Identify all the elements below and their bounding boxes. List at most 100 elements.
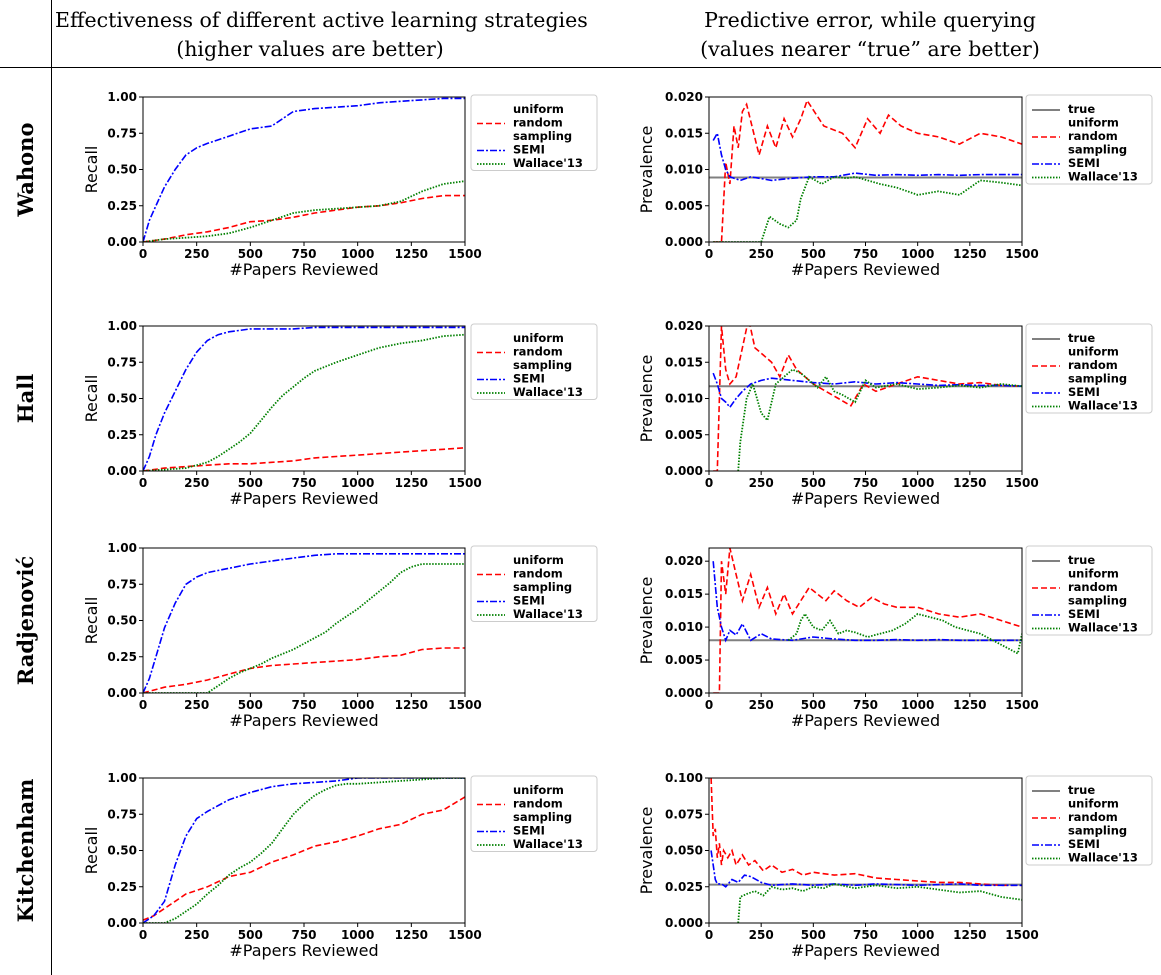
row-label: Hall	[13, 374, 38, 423]
series-line-semi	[712, 372, 1022, 409]
x-axis-label: #Papers Reviewed	[229, 711, 378, 730]
x-tick-label: 1250	[953, 247, 986, 261]
x-tick-label: 1250	[395, 247, 428, 261]
y-tick-label: 0.00	[107, 235, 137, 249]
legend-label: sampling	[1068, 143, 1127, 157]
x-axis-label: #Papers Reviewed	[229, 260, 378, 279]
y-tick-label: 1.00	[107, 319, 137, 333]
y-tick-label: 0.25	[107, 650, 137, 664]
x-tick-label: 1250	[395, 698, 428, 712]
y-tick-label: 1.00	[107, 771, 137, 785]
x-axis-label: #Papers Reviewed	[791, 260, 940, 279]
plot-frame	[142, 547, 466, 694]
y-tick-label: 0.050	[665, 844, 703, 858]
y-tick-label: 0.50	[107, 392, 137, 406]
vertical-divider	[51, 0, 52, 975]
legend-label: Wallace'13	[1068, 621, 1138, 635]
x-tick-label: 1500	[1005, 476, 1038, 490]
x-tick-label: 750	[291, 928, 316, 942]
plot-frame	[142, 96, 466, 243]
x-tick-label: 1000	[901, 928, 934, 942]
legend-label: SEMI	[1068, 837, 1100, 851]
plot-frame	[708, 547, 1023, 694]
legend-label: SEMI	[1068, 156, 1100, 170]
x-tick-label: 500	[238, 247, 263, 261]
y-axis-label: Recall	[82, 146, 101, 194]
x-tick-label: 250	[184, 476, 209, 490]
x-tick-label: 1500	[1005, 928, 1038, 942]
y-tick-label: 0.075	[665, 807, 703, 821]
legend-label: random	[1068, 810, 1118, 824]
series-line-semi	[143, 97, 465, 242]
y-tick-label: 0.25	[107, 428, 137, 442]
legend-label: SEMI	[1068, 607, 1100, 621]
legend-label: SEMI	[513, 594, 545, 608]
series-line-uniform-random-sampling	[143, 647, 465, 693]
x-tick-label: 750	[853, 247, 878, 261]
y-tick-label: 0.00	[107, 464, 137, 478]
series-line-semi	[712, 561, 1022, 643]
x-tick-label: 0	[139, 928, 147, 942]
left-column-header: Effectiveness of different active learni…	[55, 6, 588, 64]
x-tick-label: 500	[801, 247, 826, 261]
y-tick-label: 0.005	[665, 199, 703, 213]
prevalence-chart-2: 0 250 500 750 1000 1250 1500 0.000 0.005 0.010 0.0…	[637, 545, 1153, 730]
y-tick-label: 0.00	[107, 686, 137, 700]
x-tick-label: 1000	[341, 247, 374, 261]
series-line-wallace-13	[143, 563, 465, 693]
legend-label: random	[513, 116, 563, 130]
prevalence-chart-3: 0 250 500 750 1000 1250 1500 0.000 0.025 0.050 0.0…	[637, 771, 1153, 960]
y-tick-label: 0.025	[665, 880, 703, 894]
x-axis-label: #Papers Reviewed	[791, 489, 940, 508]
legend-label: Wallace'13	[513, 607, 583, 621]
legend-label: random	[513, 345, 563, 359]
right-header-line-2: (values nearer “true” are better)	[700, 37, 1040, 61]
series-line-wallace-13	[143, 180, 465, 242]
y-axis-label: Recall	[82, 375, 101, 423]
plot-frame	[708, 777, 1023, 924]
legend-label: SEMI	[1068, 385, 1100, 399]
recall-chart-0: 0 250 500 750 1000 1250 1500 0.00 0.25 0.50 0.75 1.…	[82, 90, 598, 279]
x-tick-label: 250	[749, 928, 774, 942]
row-label: Wahono	[13, 123, 38, 218]
x-tick-label: 1000	[901, 698, 934, 712]
series-line-semi	[143, 552, 465, 693]
y-tick-label: 0.005	[665, 653, 703, 667]
legend-label: random	[513, 797, 563, 811]
x-axis-label: #Papers Reviewed	[791, 711, 940, 730]
x-axis-label: #Papers Reviewed	[229, 941, 378, 960]
y-tick-label: 0.50	[107, 844, 137, 858]
y-axis-label: Prevalence	[637, 126, 656, 214]
legend-label: uniform	[1068, 116, 1119, 130]
y-tick-label: 0.75	[107, 807, 137, 821]
y-tick-label: 0.020	[665, 319, 703, 333]
legend-label: sampling	[513, 580, 572, 594]
x-tick-label: 250	[184, 698, 209, 712]
y-axis-label: Recall	[82, 597, 101, 645]
y-axis-label: Prevalence	[637, 577, 656, 665]
y-tick-label: 0.100	[665, 771, 703, 785]
series-line-uniform-random-sampling	[713, 98, 1022, 242]
x-tick-label: 0	[705, 476, 713, 490]
legend-label: sampling	[513, 358, 572, 372]
x-tick-label: 1500	[448, 698, 481, 712]
y-axis-label: Recall	[82, 827, 101, 875]
legend-frame	[470, 323, 598, 400]
legend-frame	[1025, 545, 1153, 636]
x-tick-label: 750	[291, 247, 316, 261]
x-tick-label: 250	[749, 247, 774, 261]
x-tick-label: 1500	[1005, 247, 1038, 261]
y-axis-label: Prevalence	[637, 355, 656, 443]
x-tick-label: 1000	[901, 476, 934, 490]
legend-frame	[470, 775, 598, 852]
legend-label: sampling	[1068, 594, 1127, 608]
x-tick-label: 750	[853, 698, 878, 712]
x-tick-label: 1500	[448, 476, 481, 490]
series-line-wallace-13	[143, 778, 465, 923]
x-tick-label: 250	[184, 928, 209, 942]
x-tick-label: 500	[801, 476, 826, 490]
